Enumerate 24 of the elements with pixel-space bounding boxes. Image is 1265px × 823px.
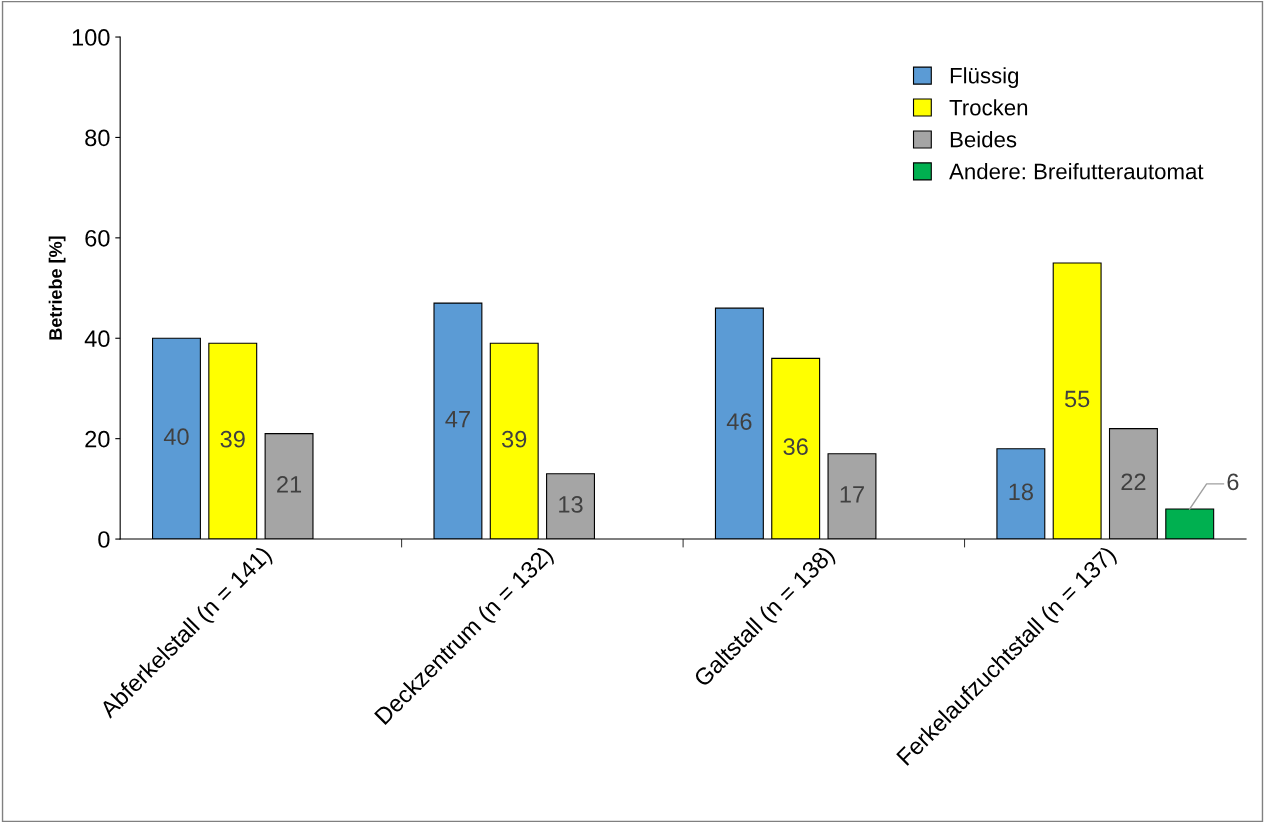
legend-label: Trocken — [949, 99, 1028, 116]
data-label: 18 — [1009, 483, 1033, 501]
data-label: 39 — [220, 430, 245, 448]
y-tick-label: 80 — [85, 129, 110, 147]
data-label: 22 — [1121, 473, 1146, 490]
data-label: 21 — [277, 475, 302, 493]
data-label: 47 — [445, 410, 470, 428]
data-label: 46 — [726, 413, 752, 430]
y-tick-label: 40 — [84, 330, 110, 348]
y-tick-label: 60 — [85, 229, 110, 247]
data-label: 17 — [840, 486, 864, 503]
y-axis-title: Betriebe [%] — [48, 236, 66, 340]
y-tick-label: 20 — [85, 430, 110, 448]
legend-label: Andere: Breifutterautomat — [949, 163, 1204, 180]
data-label: 40 — [163, 428, 189, 445]
y-tick-label: 100 — [72, 29, 110, 46]
data-label: 13 — [559, 496, 583, 513]
data-label: 55 — [1064, 390, 1090, 408]
data-label: 39 — [501, 430, 527, 448]
data-label: 6 — [1227, 473, 1239, 491]
legend-label: Flüssig — [950, 67, 1019, 88]
legend-label: Beides — [950, 131, 1017, 148]
data-label: 36 — [783, 438, 808, 456]
y-tick-label: 0 — [98, 531, 110, 548]
